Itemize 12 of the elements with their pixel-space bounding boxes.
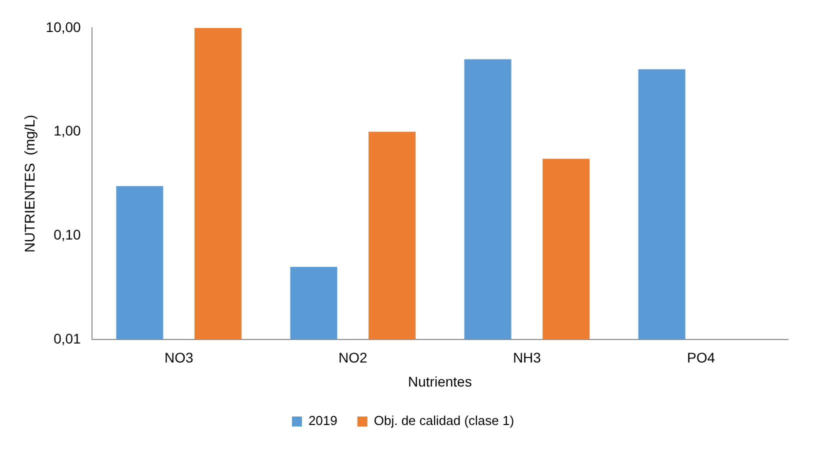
y-tick-label: 0,10 (54, 226, 82, 242)
x-tick-label: PO4 (686, 350, 716, 366)
x-axis-title: Nutrientes (408, 373, 472, 390)
y-tick-label: 0,01 (54, 330, 82, 346)
legend-label: Obj. de calidad (clase 1) (374, 413, 514, 428)
x-tick-label: NO3 (164, 350, 194, 366)
legend-label: 2019 (308, 413, 338, 428)
y-tick-label: 1,00 (54, 122, 82, 139)
x-tick-label: NO2 (338, 350, 368, 366)
x-tick-label: NH3 (512, 350, 542, 366)
y-tick-label: 10,00 (46, 18, 82, 35)
y-axis-title: NUTRIENTES (mg/L) (21, 114, 38, 253)
